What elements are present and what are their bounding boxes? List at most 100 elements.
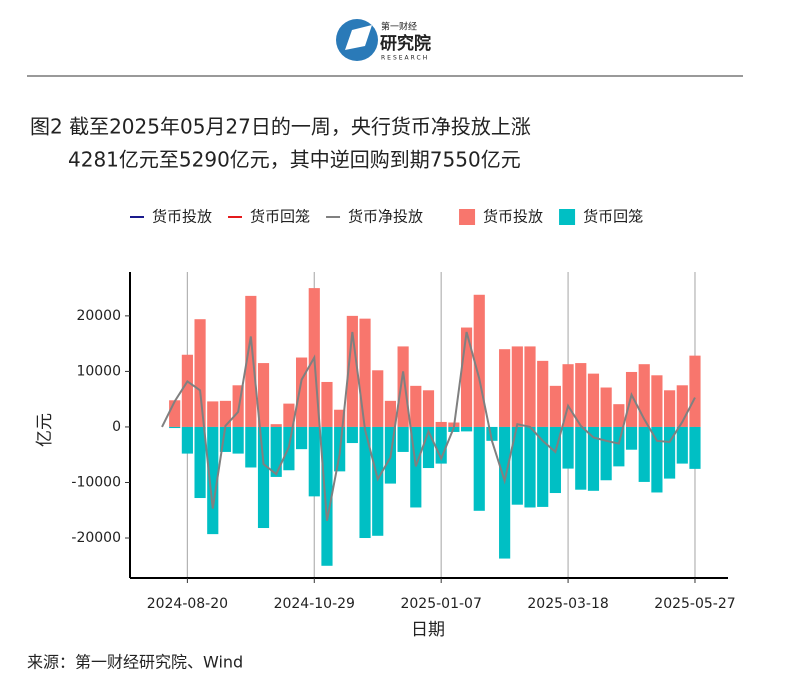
logo-sub: RESEARCH	[381, 55, 429, 62]
bar	[613, 404, 625, 427]
bar	[245, 295, 257, 427]
bar	[257, 426, 270, 529]
bar	[460, 426, 473, 432]
net-line	[161, 331, 696, 521]
bar	[219, 400, 232, 427]
bar	[435, 426, 447, 464]
bar	[689, 426, 701, 469]
bar	[473, 426, 485, 511]
bar	[625, 371, 638, 427]
bar	[587, 426, 600, 491]
bar	[194, 426, 206, 499]
bar	[625, 426, 638, 450]
bar	[207, 401, 219, 427]
bar	[410, 426, 422, 508]
legend-label: 货币回笼	[583, 208, 643, 226]
legend-label: 货币投放	[483, 208, 543, 226]
bar	[270, 426, 282, 477]
bar	[397, 426, 409, 452]
bar	[638, 426, 650, 482]
bar	[537, 360, 549, 427]
bar	[651, 426, 663, 493]
bar	[511, 426, 523, 505]
bar	[397, 346, 409, 427]
bar	[257, 363, 270, 427]
bar	[359, 426, 371, 539]
bar	[638, 364, 650, 427]
source: 来源：第一财经研究院、Wind	[27, 653, 243, 672]
bar	[562, 364, 574, 427]
bar	[460, 327, 473, 427]
bar	[664, 390, 676, 427]
logo-top: 第一财经	[381, 21, 417, 33]
y-tick-label: 0	[112, 419, 121, 435]
legend-swatch	[459, 209, 476, 225]
bar	[169, 400, 181, 427]
bar	[499, 426, 511, 559]
bar	[651, 375, 663, 427]
bar	[499, 349, 511, 427]
bar	[486, 426, 498, 441]
x-tick-label: 2025-01-07	[400, 596, 481, 612]
y-tick-label: -10000	[71, 474, 121, 490]
bar	[346, 426, 358, 444]
bar	[689, 355, 701, 427]
bar	[664, 426, 676, 479]
logo-main: 研究院	[380, 33, 431, 54]
bar	[245, 426, 257, 468]
bar	[575, 426, 587, 490]
legend-label: 货币投放	[152, 208, 212, 226]
bar	[524, 426, 536, 508]
bar	[587, 373, 600, 427]
y-tick-label: 20000	[76, 308, 121, 324]
legend-swatch	[559, 209, 576, 225]
bar	[308, 426, 320, 497]
x-tick-label: 2025-05-27	[654, 596, 735, 612]
logo: 第一财经 研究院 RESEARCH	[336, 19, 431, 62]
bar	[194, 319, 206, 427]
bar	[524, 346, 536, 427]
bar	[334, 409, 346, 427]
bar	[232, 426, 244, 454]
bar	[422, 390, 435, 427]
bar	[511, 346, 523, 427]
bar	[296, 426, 308, 450]
title-line: 图2 截至2025年05月27日的一周，央行货币净投放上涨	[30, 115, 531, 139]
logo-shape	[345, 25, 372, 50]
bar	[575, 363, 587, 427]
bar	[676, 426, 688, 464]
bar	[219, 426, 232, 452]
bar	[435, 421, 447, 427]
bar	[410, 385, 422, 427]
bar	[613, 426, 625, 467]
bar	[600, 426, 612, 481]
bar	[207, 426, 219, 535]
x-tick-label: 2024-08-20	[147, 596, 228, 612]
y-tick-label: 10000	[76, 363, 121, 379]
x-tick-label: 2024-10-29	[274, 596, 355, 612]
bar	[346, 315, 358, 427]
x-tick-label: 2025-03-18	[527, 596, 608, 612]
bar	[321, 381, 333, 427]
bar	[296, 357, 308, 427]
bar	[537, 426, 549, 507]
legend-label: 货币净投放	[348, 208, 423, 226]
bar	[549, 385, 561, 427]
bar	[473, 294, 485, 427]
bar	[372, 370, 384, 427]
bar	[359, 318, 371, 427]
bar	[562, 426, 574, 469]
bar	[600, 387, 612, 427]
y-tick-label: -20000	[71, 530, 121, 546]
bar	[283, 403, 295, 427]
bar	[549, 426, 561, 494]
bar	[422, 426, 435, 469]
title-line: 4281亿元至5290亿元，其中逆回购到期7550亿元	[68, 148, 521, 172]
bar	[169, 426, 181, 429]
legend-label: 货币回笼	[250, 208, 310, 226]
bar	[181, 354, 193, 427]
y-axis-label: 亿元	[35, 413, 55, 447]
bar	[372, 426, 384, 536]
bar	[270, 424, 282, 427]
